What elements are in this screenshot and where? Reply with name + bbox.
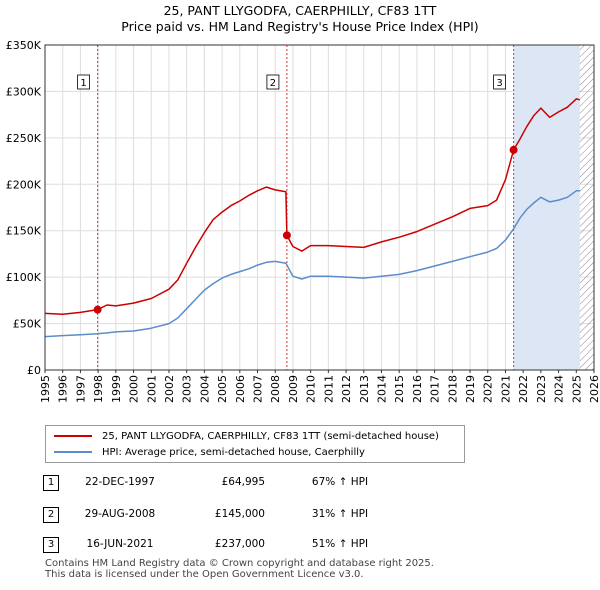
footer-copyright: Contains HM Land Registry data © Crown c… bbox=[45, 558, 434, 569]
x-tick-label: 2016 bbox=[411, 375, 424, 403]
x-tick-label: 2023 bbox=[535, 375, 548, 403]
legend-item-hpi: HPI: Average price, semi-detached house,… bbox=[54, 444, 365, 460]
sale-hpi-change: 67% ↑ HPI bbox=[311, 476, 369, 488]
sale-price: £64,995 bbox=[221, 476, 265, 488]
x-tick-label: 2004 bbox=[198, 375, 211, 403]
sale-number: 2 bbox=[43, 507, 59, 523]
sale-date: 16-JUN-2021 bbox=[86, 538, 154, 550]
x-tick-label: 2010 bbox=[305, 375, 318, 403]
price-line bbox=[44, 98, 580, 316]
footer: Contains HM Land Registry data © Crown c… bbox=[45, 558, 434, 580]
x-tick-label: 2009 bbox=[287, 375, 300, 403]
plot-frame bbox=[44, 44, 595, 371]
y-tick-label: £150K bbox=[6, 225, 42, 238]
x-tick-label: 2024 bbox=[553, 375, 566, 403]
y-tick-label: £100K bbox=[6, 271, 42, 284]
sale-label-number: 1 bbox=[80, 78, 86, 89]
sale-point bbox=[509, 145, 518, 154]
sale-number: 1 bbox=[43, 475, 59, 491]
x-tick-label: 2007 bbox=[252, 375, 265, 403]
sale-label-frame bbox=[493, 74, 506, 90]
sale-price: £237,000 bbox=[214, 538, 265, 550]
hpi-line bbox=[44, 190, 580, 338]
y-tick-label: £0 bbox=[27, 364, 41, 377]
future-hatch bbox=[579, 45, 594, 370]
sale-row: 2 29-AUG-2008 £145,000 31% ↑ HPI bbox=[0, 507, 600, 527]
x-tick-label: 2005 bbox=[216, 375, 229, 403]
x-tick-label: 2013 bbox=[358, 375, 371, 403]
x-tick-label: 2011 bbox=[322, 375, 335, 403]
sale-label-frame bbox=[77, 74, 90, 90]
x-tick-label: 2012 bbox=[340, 375, 353, 403]
x-tick-label: 2001 bbox=[145, 375, 158, 403]
x-tick-label: 1997 bbox=[74, 375, 87, 403]
x-tick-label: 1995 bbox=[39, 375, 52, 403]
legend-item-price: 25, PANT LLYGODFA, CAERPHILLY, CF83 1TT … bbox=[54, 428, 439, 444]
sale-label-number: 2 bbox=[270, 78, 276, 89]
y-tick-label: £250K bbox=[6, 132, 42, 145]
y-tick-label: £300K bbox=[6, 85, 42, 98]
x-tick-label: 1996 bbox=[57, 375, 70, 403]
x-tick-label: 2003 bbox=[181, 375, 194, 403]
x-tick-label: 2020 bbox=[482, 375, 495, 403]
x-tick-label: 2000 bbox=[128, 375, 141, 403]
x-tick-label: 2014 bbox=[375, 375, 388, 403]
x-tick-label: 2026 bbox=[588, 375, 600, 403]
chart-subtitle: Price paid vs. HM Land Registry's House … bbox=[121, 19, 479, 34]
sale-price: £145,000 bbox=[214, 508, 265, 520]
price-chart: 1 2 3 £0 £50K £100K £150K £200K £250K £300K £350K… bbox=[6, 39, 600, 403]
sale-hpi-change: 31% ↑ HPI bbox=[311, 508, 369, 520]
sale-date: 29-AUG-2008 bbox=[84, 508, 156, 520]
legend: 25, PANT LLYGODFA, CAERPHILLY, CF83 1TT … bbox=[45, 425, 465, 463]
sale-point bbox=[282, 231, 291, 240]
y-tick-label: £200K bbox=[6, 178, 42, 191]
footer-licence: This data is licensed under the Open Gov… bbox=[45, 569, 364, 580]
x-tick-label: 2015 bbox=[393, 375, 406, 403]
x-tick-label: 1999 bbox=[110, 375, 123, 403]
sale-label-box: 3 bbox=[493, 74, 506, 90]
x-tick-label: 2002 bbox=[163, 375, 176, 403]
sale-label-number: 3 bbox=[496, 78, 502, 89]
sale-label-box: 2 bbox=[266, 74, 280, 90]
sale-row: 3 16-JUN-2021 £237,000 51% ↑ HPI bbox=[0, 537, 600, 557]
x-tick-label: 2017 bbox=[429, 375, 442, 403]
x-tick-label: 2018 bbox=[446, 375, 459, 403]
x-tick-label: 2008 bbox=[269, 375, 282, 403]
sale-row: 1 22-DEC-1997 £64,995 67% ↑ HPI bbox=[0, 475, 600, 495]
x-tick-label: 2022 bbox=[517, 375, 530, 403]
chart-title: 25, PANT LLYGODFA, CAERPHILLY, CF83 1TT bbox=[163, 3, 437, 18]
x-tick-label: 1998 bbox=[92, 375, 105, 403]
sale-number: 3 bbox=[43, 537, 59, 553]
legend-label-hpi: HPI: Average price, semi-detached house,… bbox=[102, 446, 365, 458]
legend-label-price: 25, PANT LLYGODFA, CAERPHILLY, CF83 1TT … bbox=[102, 430, 439, 442]
legend-swatch-price bbox=[54, 435, 92, 437]
sale-point bbox=[93, 305, 102, 314]
x-tick-label: 2025 bbox=[570, 375, 583, 403]
y-tick-label: £350K bbox=[6, 39, 42, 52]
legend-swatch-hpi bbox=[54, 451, 92, 453]
shaded-period bbox=[513, 45, 580, 370]
x-tick-label: 2021 bbox=[499, 375, 512, 403]
y-tick-label: £50K bbox=[13, 318, 42, 331]
x-tick-label: 2019 bbox=[464, 375, 477, 403]
sale-label-frame bbox=[266, 74, 280, 90]
sale-hpi-change: 51% ↑ HPI bbox=[311, 538, 369, 550]
sale-label-box: 1 bbox=[77, 74, 90, 90]
x-tick-label: 2006 bbox=[234, 375, 247, 403]
sale-date: 22-DEC-1997 bbox=[85, 476, 155, 488]
